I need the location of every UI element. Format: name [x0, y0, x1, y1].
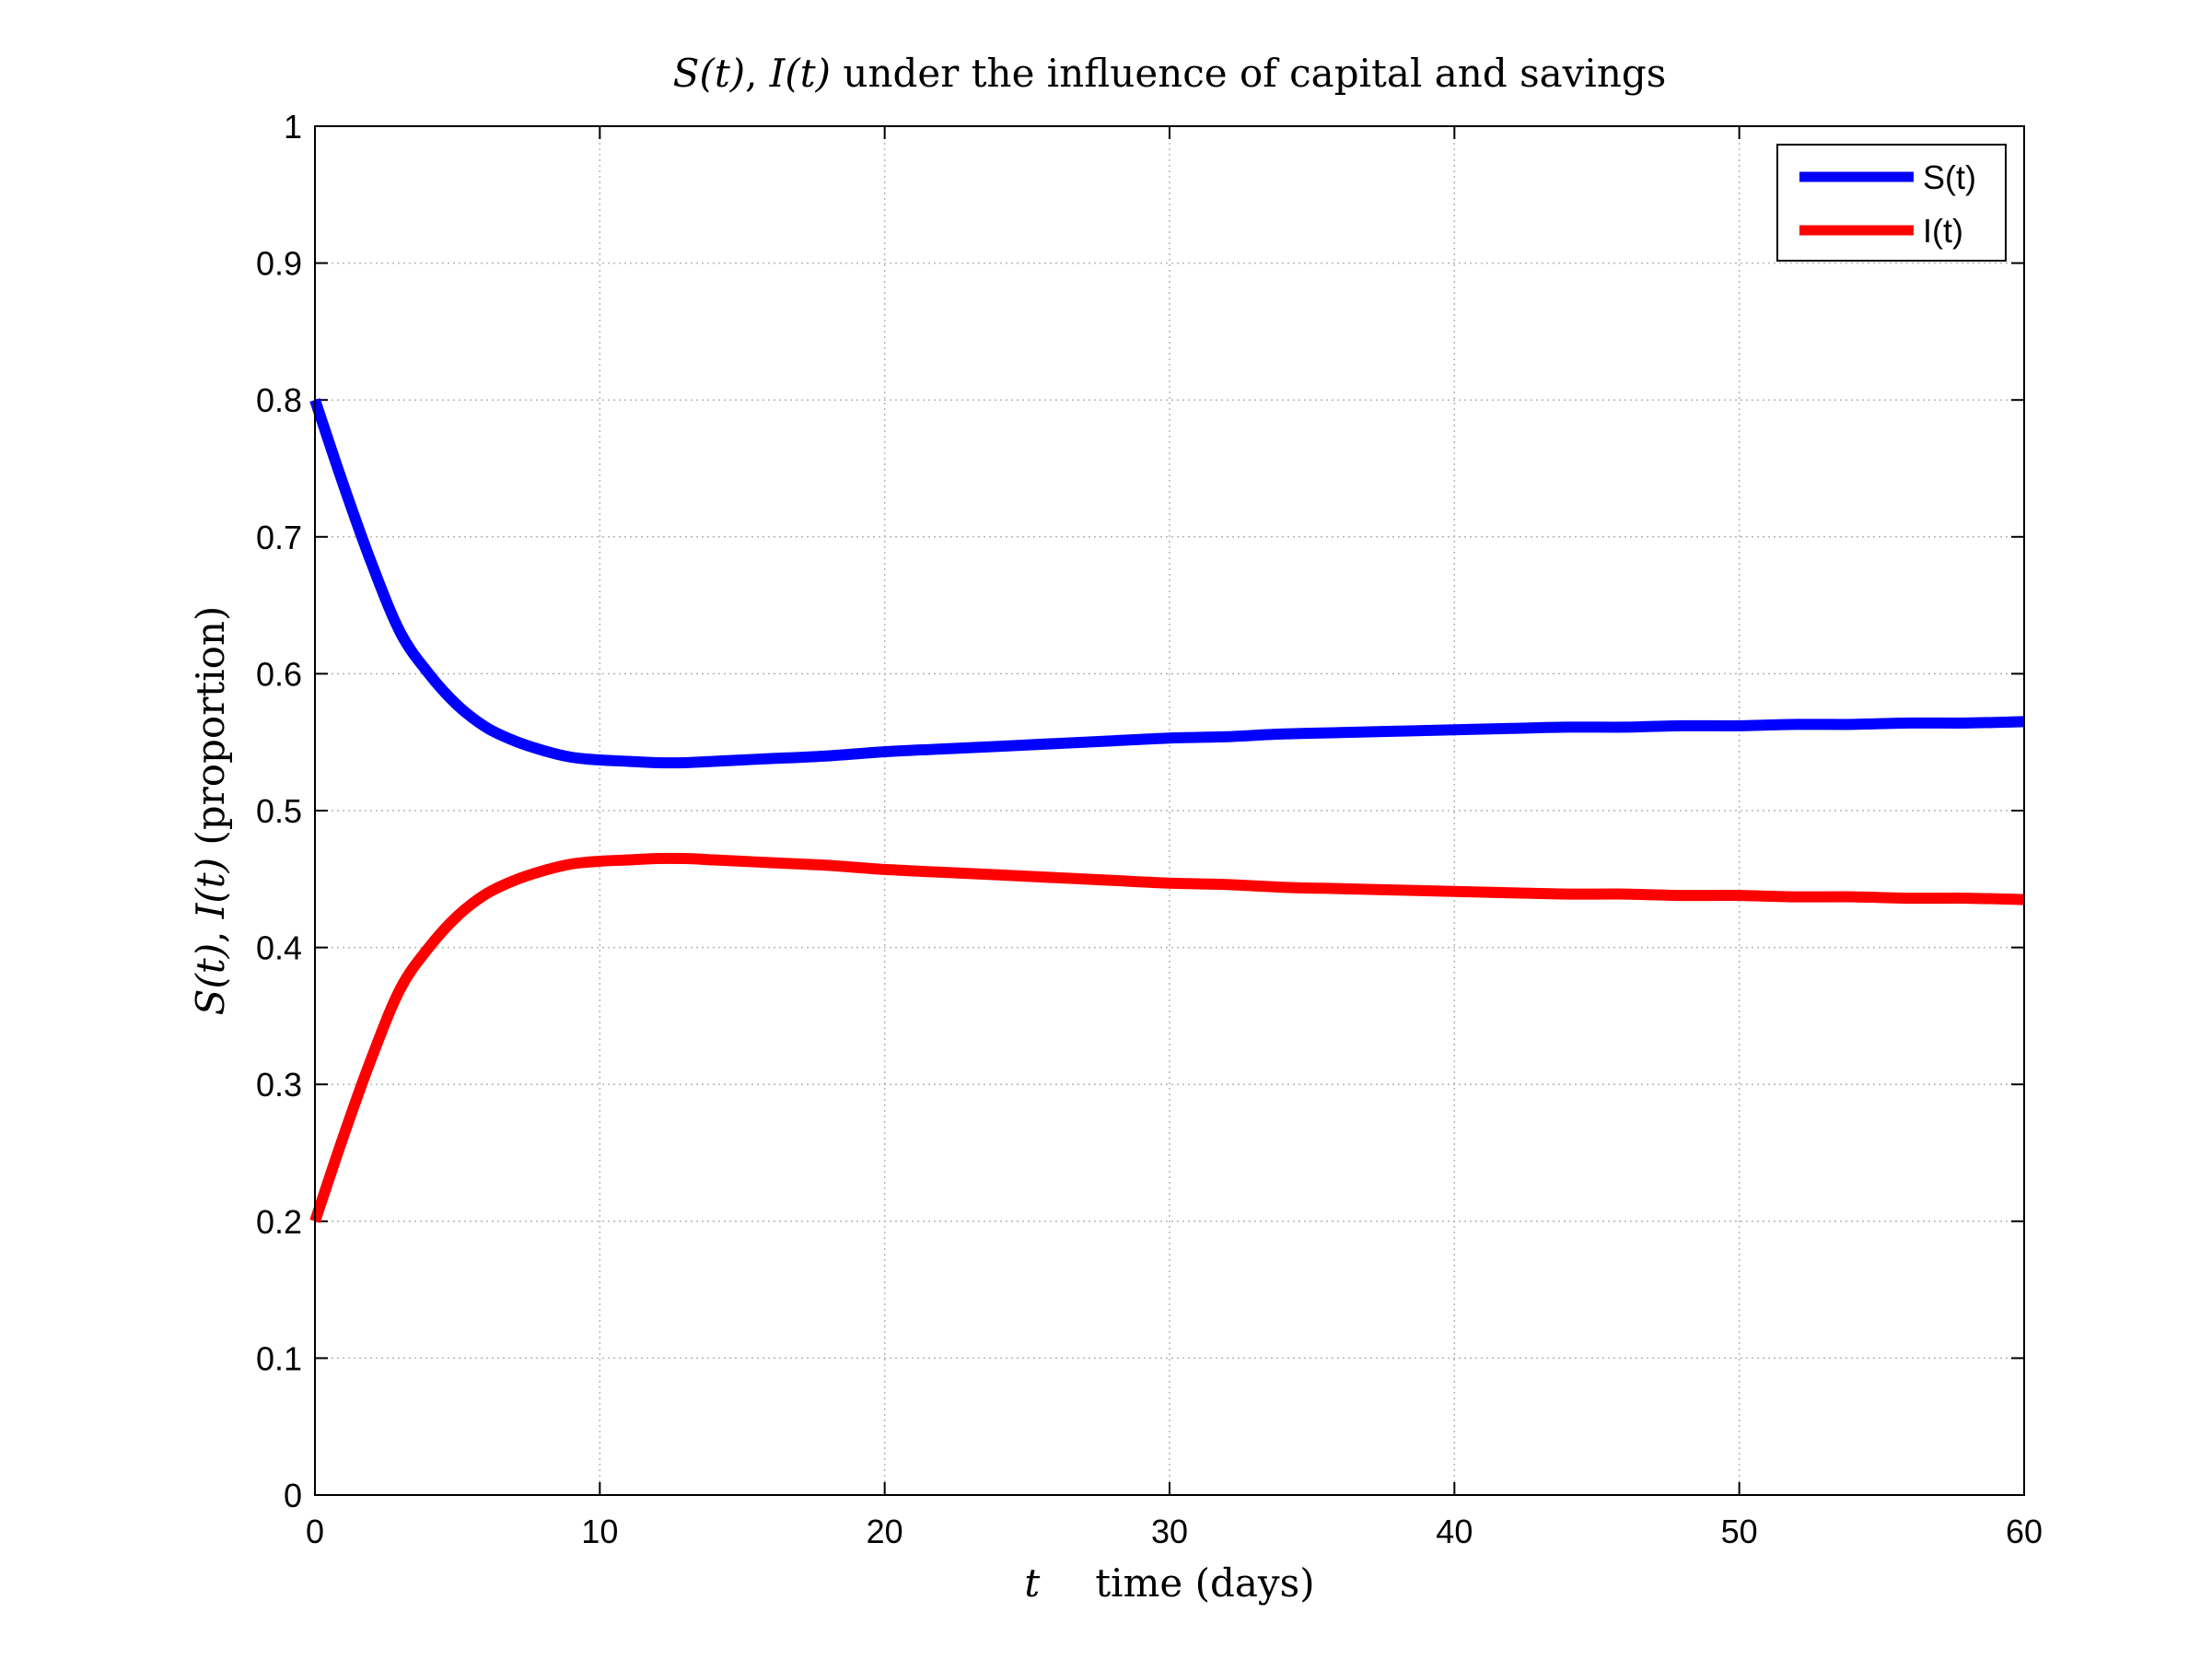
chart-title: S(t), I(t) under the influence of capita… [673, 51, 1667, 96]
x-tick-label: 40 [1436, 1513, 1473, 1550]
plot-frame [314, 125, 2025, 1496]
x-tick-label: 0 [306, 1513, 324, 1550]
x-axis-var: t [1024, 1560, 1040, 1606]
y-tick-label: 0.5 [256, 792, 302, 830]
series-line-i [309, 852, 2025, 1223]
series-layer [309, 398, 2025, 1223]
y-axis-s: S(t) [188, 943, 233, 1015]
x-tick-label: 30 [1151, 1513, 1188, 1550]
x-tick-label: 20 [867, 1513, 903, 1550]
y-tick-label: 0.6 [256, 655, 302, 693]
legend: S(t) I(t) [1776, 144, 2007, 262]
title-i: I(t) [769, 51, 831, 96]
legend-box [1776, 144, 2007, 262]
x-tick-labels: 0 10 20 30 40 50 60 [306, 1513, 2043, 1550]
y-tick-labels: 0 0.1 0.2 0.3 0.4 0.5 0.6 0.7 0.8 0.9 1 [256, 108, 302, 1514]
y-tick-label: 0.7 [256, 519, 302, 556]
legend-label-i: I(t) [1923, 212, 1963, 250]
y-tick-label: 0.4 [256, 929, 302, 967]
y-tick-label: 0.3 [256, 1066, 302, 1104]
x-axis-label: t time (days) [1024, 1560, 1314, 1606]
legend-label-s: S(t) [1923, 158, 1976, 196]
y-tick-label: 0.9 [256, 245, 302, 283]
y-axis-label: S(t), I(t) (proportion) [188, 606, 233, 1016]
y-axis-sep: , [188, 918, 233, 943]
y-tick-label: 1 [284, 108, 302, 146]
y-axis-rest: (proportion) [188, 606, 233, 858]
x-tick-label: 60 [2006, 1513, 2043, 1550]
y-tick-label: 0.2 [256, 1203, 302, 1241]
series-line-s [309, 398, 2025, 769]
title-s: S(t) [673, 51, 745, 96]
title-rest: under the influence of capital and savin… [831, 51, 1666, 96]
title-sep: , [745, 51, 770, 96]
x-tick-label: 10 [581, 1513, 618, 1550]
grid [315, 126, 2024, 1495]
y-tick-label: 0.1 [256, 1339, 302, 1377]
x-axis-text: time (days) [1095, 1560, 1314, 1606]
y-axis-i: I(t) [188, 858, 233, 919]
y-tick-label: 0.8 [256, 381, 302, 419]
y-tick-label: 0 [284, 1477, 302, 1514]
x-tick-label: 50 [1721, 1513, 1758, 1550]
